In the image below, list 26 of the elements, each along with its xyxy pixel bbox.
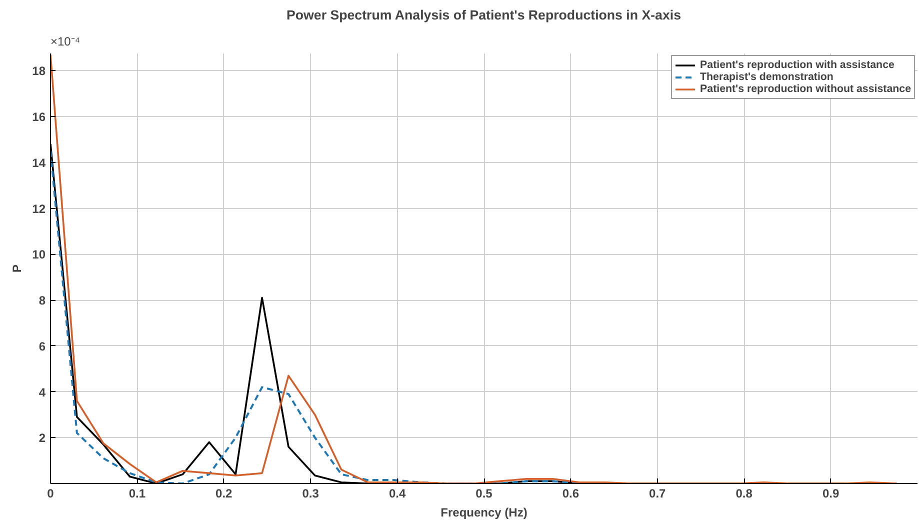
x-tick-label: 0.5 <box>476 486 493 500</box>
chart-title: Power Spectrum Analysis of Patient's Reproductions in X-axis <box>286 8 681 22</box>
y-tick-label: 12 <box>32 202 46 216</box>
y-tick-label: 16 <box>32 110 46 124</box>
y-axis-title: P <box>10 264 24 272</box>
x-tick-label: 0.4 <box>388 486 406 500</box>
x-tick-label: 0.6 <box>562 486 580 500</box>
x-tick-label: 0.3 <box>302 486 320 500</box>
text: ×10⁻⁴ <box>50 34 80 48</box>
y-tick-label: 4 <box>38 385 46 400</box>
y-tick-label: 8 <box>38 294 46 308</box>
legend-label: Therapist's demonstration <box>700 71 834 83</box>
y-tick-label: 6 <box>38 339 46 354</box>
x-tick-label: 0.7 <box>649 486 666 500</box>
y-tick-label: 14 <box>32 156 46 170</box>
x-tick-label: 0.8 <box>736 486 753 500</box>
x-tick-label: 0.2 <box>216 486 233 500</box>
legend-label: Patient's reproduction without assistance <box>700 83 911 95</box>
x-tick-label: 0.9 <box>822 486 840 500</box>
y-tick-label: 2 <box>38 431 46 446</box>
x-tick-label: 0.1 <box>128 486 146 500</box>
legend-label: Patient's reproduction with assistance <box>700 59 894 71</box>
x-axis-title: Frequency (Hz) <box>440 506 528 520</box>
y-tick-label: 10 <box>32 248 46 262</box>
x-tick-label: 0 <box>47 486 54 500</box>
y-tick-label: 18 <box>32 64 46 78</box>
